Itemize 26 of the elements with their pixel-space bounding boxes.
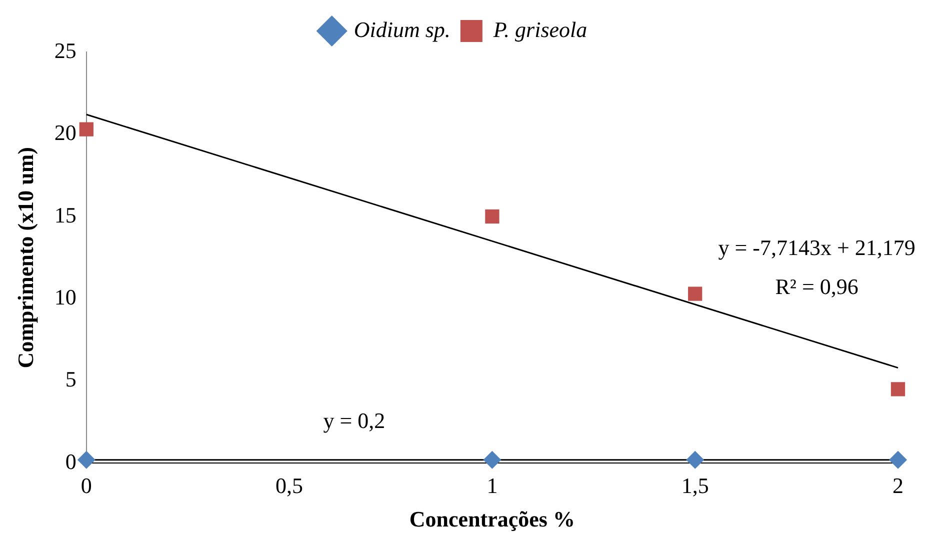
y-tick-label: 10: [54, 284, 76, 310]
annotation: y = 0,2: [323, 408, 386, 433]
y-tick-label: 25: [54, 38, 76, 63]
annotation: R² = 0,96: [775, 274, 858, 300]
x-tick-label: 0,5: [276, 473, 304, 498]
point: [890, 382, 906, 396]
x-axis-title: Concentrações %: [409, 506, 575, 532]
point: [485, 209, 500, 224]
point: [688, 286, 702, 301]
legend-label: Oidium sp.: [354, 16, 450, 42]
x-tick-label: 1,5: [681, 473, 709, 498]
y-tick-label: 20: [54, 120, 76, 146]
y-tick-label: 15: [54, 202, 76, 228]
point: [686, 450, 704, 469]
x-tick-label: 0: [80, 473, 92, 498]
annotation: y = -7,7143x + 21,179: [718, 235, 916, 260]
point: [77, 450, 96, 469]
point: [79, 122, 94, 136]
legend-label: P. griseola: [492, 16, 588, 42]
x-tick-label: 1: [486, 473, 498, 498]
y-axis-title: Comprimento (x10 um): [12, 147, 38, 368]
point: [889, 450, 907, 469]
y-tick-label: 0: [65, 448, 76, 474]
x-tick-label: 2: [892, 473, 904, 498]
point: [483, 450, 502, 469]
y-tick-label: 5: [65, 366, 76, 392]
